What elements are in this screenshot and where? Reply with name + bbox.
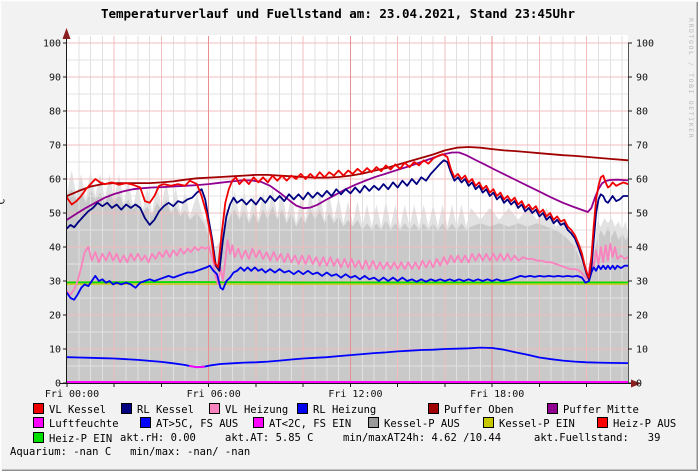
- area-Kessel-P-AUS: [67, 189, 628, 383]
- legend-item: Aquarium: -nan C min/max: -nan/ -nan: [10, 446, 250, 458]
- legend-item-label: VL Kessel: [49, 404, 106, 416]
- legend-swatch-icon: [483, 417, 494, 429]
- svg-text:90: 90: [49, 73, 61, 84]
- legend-swatch-icon: [121, 403, 132, 414]
- legend-item-label: Aquarium: -nan C min/max: -nan/ -nan: [10, 446, 251, 459]
- rrdtool-watermark: RRDTOOL / TOBI OETIKER: [687, 18, 695, 140]
- legend-swatch-icon: [33, 417, 44, 429]
- svg-text:10: 10: [636, 345, 648, 356]
- series-RL-Heizung: [66, 264, 629, 301]
- legend-item-label: VL Heizung: [225, 404, 289, 416]
- legend-item: AT<2C, FS EIN: [253, 417, 351, 430]
- legend-item-label: Puffer Oben: [444, 404, 514, 416]
- y-axis-arrow: [62, 28, 71, 39]
- svg-text:70: 70: [636, 141, 648, 152]
- legend-swatch-icon: [33, 403, 44, 414]
- legend-item: VL Heizung: [209, 403, 288, 416]
- legend-item-label: Luftfeuchte: [49, 418, 119, 431]
- svg-text:50: 50: [636, 209, 648, 220]
- svg-text:90: 90: [636, 73, 648, 84]
- series-RL-Kessel: [66, 159, 629, 281]
- legend: VL Kessel RL Kessel VL Heizung RL Heizung Pu…: [0, 403, 698, 465]
- legend-item-label: RL Heizung: [313, 404, 377, 416]
- svg-text:30: 30: [636, 277, 648, 288]
- legend-swatch-icon: [140, 417, 151, 429]
- svg-text:80: 80: [636, 107, 648, 118]
- legend-item-label: AT<2C, FS EIN: [269, 418, 352, 431]
- legend-item-label: Heiz-P EIN: [49, 432, 113, 445]
- legend-item-label: Heiz-P AUS: [613, 418, 677, 431]
- svg-text:Fri 00:00: Fri 00:00: [45, 389, 99, 400]
- legend-item: RL Heizung: [297, 403, 376, 416]
- tick-labels: 0 0 10 10 20 20 30 30 40 40 50 50 60 60 70 70 80 80 90 90 10…: [43, 39, 654, 401]
- series-VL-Kessel: [66, 153, 629, 279]
- legend-swatch-icon: [597, 417, 608, 429]
- series-Puffer-Mitte: [66, 151, 629, 221]
- svg-text:70: 70: [49, 141, 61, 152]
- svg-text:40: 40: [49, 243, 61, 254]
- svg-text:100: 100: [43, 39, 61, 50]
- legend-item: AT>5C, FS AUS: [140, 417, 238, 430]
- legend-item: Heiz-P AUS: [597, 417, 676, 430]
- svg-text:100: 100: [636, 39, 654, 50]
- legend-item-label: RL Kessel: [137, 404, 194, 416]
- legend-item-label: AT>5C, FS AUS: [156, 418, 239, 431]
- svg-text:20: 20: [636, 311, 648, 322]
- legend-swatch-icon: [33, 431, 44, 443]
- svg-text:60: 60: [49, 175, 61, 186]
- legend-item-label: Kessel-P AUS: [384, 418, 460, 431]
- legend-item: min/maxAT24h: 4.62 /10.44: [343, 432, 501, 444]
- svg-text:30: 30: [49, 277, 61, 288]
- legend-swatch-icon: [209, 403, 220, 414]
- legend-item-label: Kessel-P EIN: [499, 418, 575, 431]
- legend-swatch-icon: [297, 403, 308, 414]
- svg-text:80: 80: [49, 107, 61, 118]
- legend-swatch-icon: [428, 403, 439, 414]
- legend-item: Kessel-P AUS: [368, 417, 460, 430]
- legend-item: VL Kessel: [33, 403, 106, 416]
- svg-text:0: 0: [55, 379, 61, 390]
- legend-swatch-icon: [547, 403, 558, 414]
- legend-item-label: akt.rH: 0.00: [120, 431, 196, 444]
- legend-item: Kessel-P EIN: [483, 417, 575, 430]
- x-axis-arrow: [631, 379, 641, 388]
- legend-item-label: min/maxAT24h: 4.62 /10.44: [343, 431, 502, 444]
- legend-swatch-icon: [253, 417, 264, 429]
- legend-item: akt.AT: 5.85 C: [225, 432, 314, 444]
- svg-text:10: 10: [49, 345, 61, 356]
- legend-item: Puffer Mitte: [547, 403, 639, 416]
- series-AT-Aussentemperatur: [66, 346, 629, 369]
- svg-text:20: 20: [49, 311, 61, 322]
- graph-title: Temperaturverlauf und Fuellstand am: 23.…: [100, 6, 576, 21]
- legend-swatch-icon: [368, 417, 379, 429]
- legend-item-label: Puffer Mitte: [563, 404, 639, 416]
- series-AT-kalt-Segment: [188, 365, 205, 369]
- legend-item: RL Kessel: [121, 403, 194, 416]
- svg-text:50: 50: [49, 209, 61, 220]
- series-VL-Heizung: [66, 239, 629, 296]
- legend-item: Puffer Oben: [428, 403, 514, 416]
- svg-text:Fri 12:00: Fri 12:00: [328, 389, 382, 400]
- legend-item-label: akt.Fuellstand: 39: [534, 431, 661, 444]
- legend-item: akt.Fuellstand: 39: [534, 432, 660, 444]
- axes: [60, 31, 632, 387]
- legend-item: akt.rH: 0.00: [120, 432, 196, 444]
- svg-text:Fri 18:00: Fri 18:00: [470, 389, 524, 400]
- svg-text:60: 60: [636, 175, 648, 186]
- legend-item: Heiz-P EIN: [33, 431, 113, 445]
- svg-text:0: 0: [636, 379, 642, 390]
- series-Puffer-Oben: [66, 146, 629, 197]
- legend-item: Luftfeuchte: [33, 417, 119, 430]
- legend-item-label: akt.AT: 5.85 C: [225, 431, 314, 444]
- svg-text:40: 40: [636, 243, 648, 254]
- svg-text:Fri 06:00: Fri 06:00: [187, 389, 241, 400]
